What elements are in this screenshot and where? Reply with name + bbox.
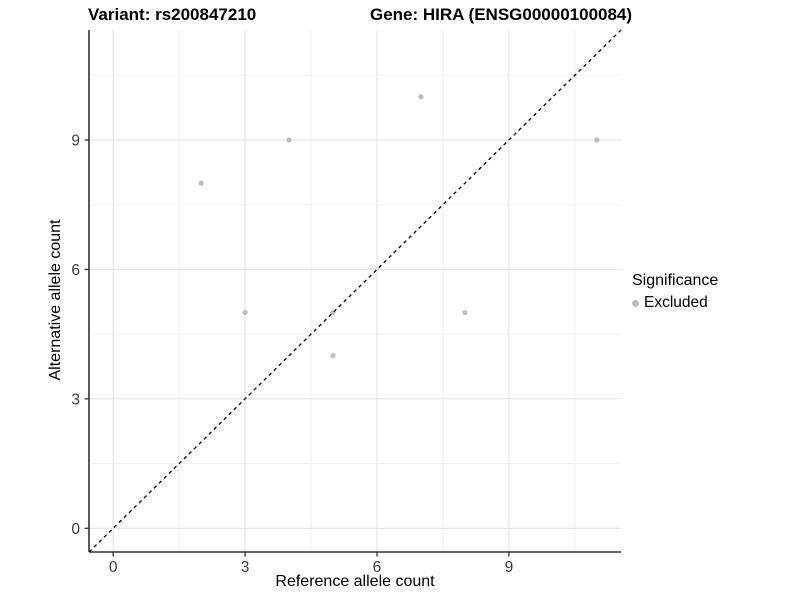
data-point	[594, 137, 600, 143]
y-tick-label: 6	[71, 262, 80, 279]
plot-title-variant: Variant: rs200847210	[88, 5, 257, 24]
legend-item-label: Excluded	[644, 294, 708, 311]
legend-title: Significance	[632, 272, 719, 289]
identity-reference-line	[88, 29, 622, 553]
x-tick-label: 3	[241, 559, 250, 576]
data-point	[418, 94, 424, 100]
data-point	[462, 309, 468, 316]
data-point	[286, 137, 292, 143]
legend: Significance Excluded	[632, 272, 718, 312]
data-point	[330, 353, 336, 359]
legend-point-swatch	[632, 299, 639, 307]
legend-item-excluded: Excluded	[632, 294, 718, 312]
x-tick-label: 9	[505, 559, 514, 576]
data-point	[198, 180, 204, 186]
plot-panel: 0 3 6 9 0 3 6 9	[71, 29, 622, 576]
x-tick-label: 6	[373, 559, 382, 576]
scatter-plot: 0 3 6 9 0 3 6 9	[71, 29, 622, 576]
y-tick-label: 9	[71, 133, 80, 150]
y-tick-label: 3	[71, 391, 80, 408]
data-point	[242, 309, 248, 316]
x-tick-label: 0	[109, 559, 118, 576]
y-axis-title: Alternative allele count	[47, 219, 64, 381]
x-axis-title: Reference allele count	[275, 573, 435, 590]
plot-title-gene: Gene: HIRA (ENSG00000100084)	[370, 5, 633, 24]
y-tick-label: 0	[71, 521, 80, 538]
